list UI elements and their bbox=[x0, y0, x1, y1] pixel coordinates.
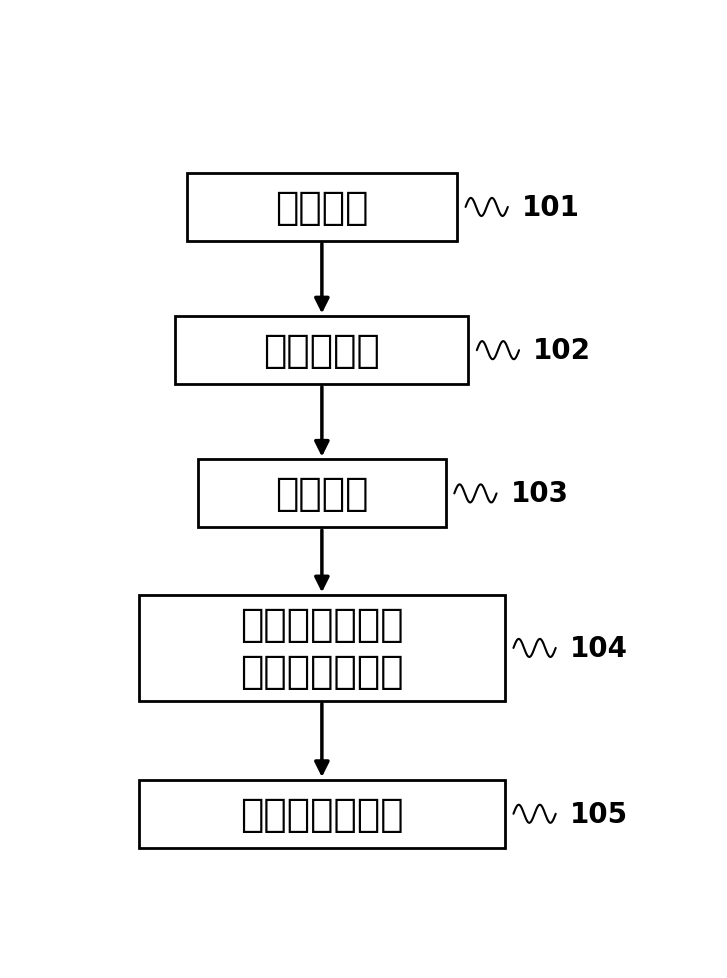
Text: 102: 102 bbox=[533, 336, 591, 365]
Text: 完成热点路径表: 完成热点路径表 bbox=[240, 795, 403, 833]
Text: 生成热点路径及
记录其相关信息: 生成热点路径及 记录其相关信息 bbox=[240, 605, 403, 690]
Text: 译码器译码: 译码器译码 bbox=[263, 332, 380, 370]
FancyBboxPatch shape bbox=[139, 780, 505, 848]
FancyBboxPatch shape bbox=[139, 596, 505, 701]
Text: 分析指令: 分析指令 bbox=[275, 189, 369, 227]
Text: 105: 105 bbox=[570, 800, 628, 828]
Text: 104: 104 bbox=[570, 635, 628, 662]
Text: 103: 103 bbox=[510, 480, 569, 508]
Text: 101: 101 bbox=[522, 194, 579, 222]
FancyBboxPatch shape bbox=[198, 460, 446, 528]
Text: 指令分类: 指令分类 bbox=[275, 475, 369, 512]
FancyBboxPatch shape bbox=[187, 174, 457, 242]
FancyBboxPatch shape bbox=[175, 317, 468, 384]
